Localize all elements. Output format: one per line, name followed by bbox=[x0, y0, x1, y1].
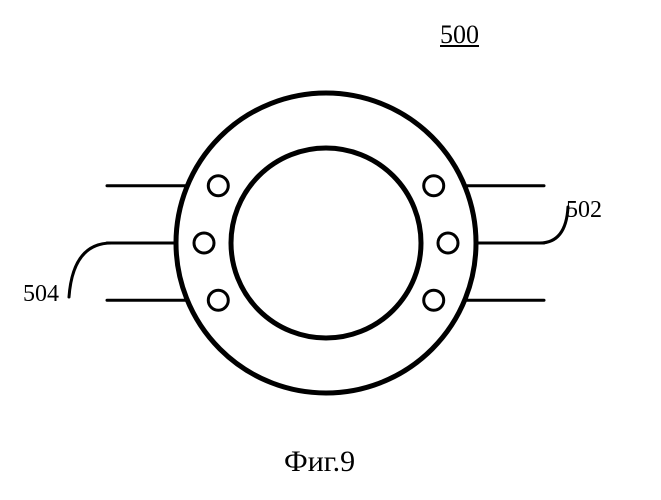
figure-svg bbox=[0, 0, 661, 500]
ref-label-502: 502 bbox=[566, 197, 602, 224]
leader-502 bbox=[540, 207, 568, 243]
hole-2 bbox=[424, 290, 444, 310]
title-label: 500 bbox=[440, 20, 479, 50]
ref-label-504: 504 bbox=[23, 281, 59, 308]
hole-0 bbox=[424, 176, 444, 196]
hole-3 bbox=[208, 176, 228, 196]
hole-4 bbox=[194, 233, 214, 253]
hole-1 bbox=[438, 233, 458, 253]
hole-5 bbox=[208, 290, 228, 310]
leader-504 bbox=[69, 243, 111, 297]
figure-caption: Фиг.9 bbox=[284, 445, 355, 479]
inner-ring bbox=[231, 148, 421, 338]
